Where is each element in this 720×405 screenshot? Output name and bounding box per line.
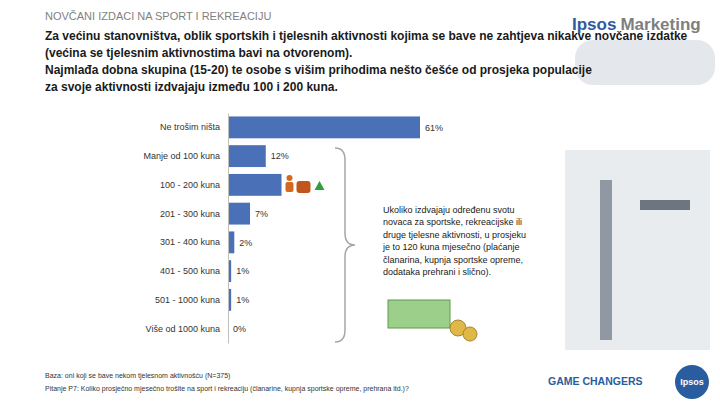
subtitle-line: za svoje aktivnosti izdvajaju između 100…	[45, 80, 338, 94]
badge-circle	[675, 365, 709, 399]
slide: NOVČANI IZDACI NA SPORT I REKREACIJUZa v…	[0, 0, 720, 405]
logo-brand: Ipsos	[572, 15, 616, 34]
tick: Ne trošim ništa	[160, 122, 228, 132]
subtitle-line: Najmlađa dobna skupina (15-20) te osobe …	[45, 63, 592, 77]
annotation-line: je to 120 kuna mjesečno (plaćanje	[382, 242, 520, 252]
annotation-line: novaca za sportske, rekreacijske ili	[383, 217, 522, 227]
tick: 201 - 300 kuna	[160, 209, 228, 219]
decoration	[388, 40, 715, 350]
category-axis: Ne trošim ništa Manje od 100 kuna 100 - 20…	[143, 114, 228, 344]
bar	[228, 203, 250, 225]
logo-unit: Marketing	[620, 15, 700, 34]
annotation-line: Ukoliko izdvajaju određenu svotu	[383, 205, 515, 215]
bar	[228, 116, 420, 138]
title: NOVČANI IZDACI NA SPORT I REKREACIJU	[45, 10, 271, 22]
tick-label: Više od 1000 kuna	[146, 324, 220, 334]
tick-label: Manje od 100 kuna	[143, 151, 220, 161]
bar	[228, 174, 282, 196]
data-label: 7%	[255, 209, 268, 219]
data-label: 61%	[425, 123, 443, 133]
data-label: 1%	[236, 266, 249, 276]
bar	[228, 145, 266, 167]
footnote: Pitanje P7: Koliko prosječno mjesečno tr…	[45, 385, 409, 393]
tick: 401 - 500 kuna	[160, 266, 228, 276]
data-label: 1%	[236, 295, 249, 305]
tick-label: 501 - 1000 kuna	[155, 295, 220, 305]
annotation-line: dodataka prehrani i slično).	[383, 267, 491, 277]
subtitle-line: (većina se tjelesnim aktivnostima bavi n…	[45, 46, 352, 60]
indicator-icon	[286, 175, 325, 193]
tick: Više od 1000 kuna	[146, 324, 228, 334]
data-label: 2%	[239, 238, 252, 248]
data-label: 12%	[271, 151, 289, 161]
axis-line	[228, 114, 229, 344]
tick-label: 301 - 400 kuna	[160, 237, 220, 247]
tick: 100 - 200 kuna	[160, 180, 228, 190]
data-label: 0%	[233, 324, 246, 334]
bracket	[335, 148, 355, 342]
tick-label: Ne trošim ništa	[160, 122, 220, 132]
footnote: Baza: oni koji se bave nekom tjelesnom a…	[45, 372, 230, 380]
badge-text: Ipsos	[680, 377, 704, 387]
tick: 501 - 1000 kuna	[155, 295, 228, 305]
data-labels: 61% 12% 7% 2% 1% 1% 0%	[233, 123, 443, 334]
tick: 301 - 400 kuna	[160, 237, 228, 247]
tick-label: 100 - 200 kuna	[160, 180, 220, 190]
tick-label: 201 - 300 kuna	[160, 209, 220, 219]
tick: Manje od 100 kuna	[143, 151, 228, 161]
tick-label: 401 - 500 kuna	[160, 266, 220, 276]
annotation-line: članarina, kupnja sportske opreme,	[383, 255, 523, 265]
tagline: GAME CHANGERS	[548, 375, 643, 387]
annotation-line: druge tjelesne aktivnosti, u prosjeku	[383, 230, 526, 240]
